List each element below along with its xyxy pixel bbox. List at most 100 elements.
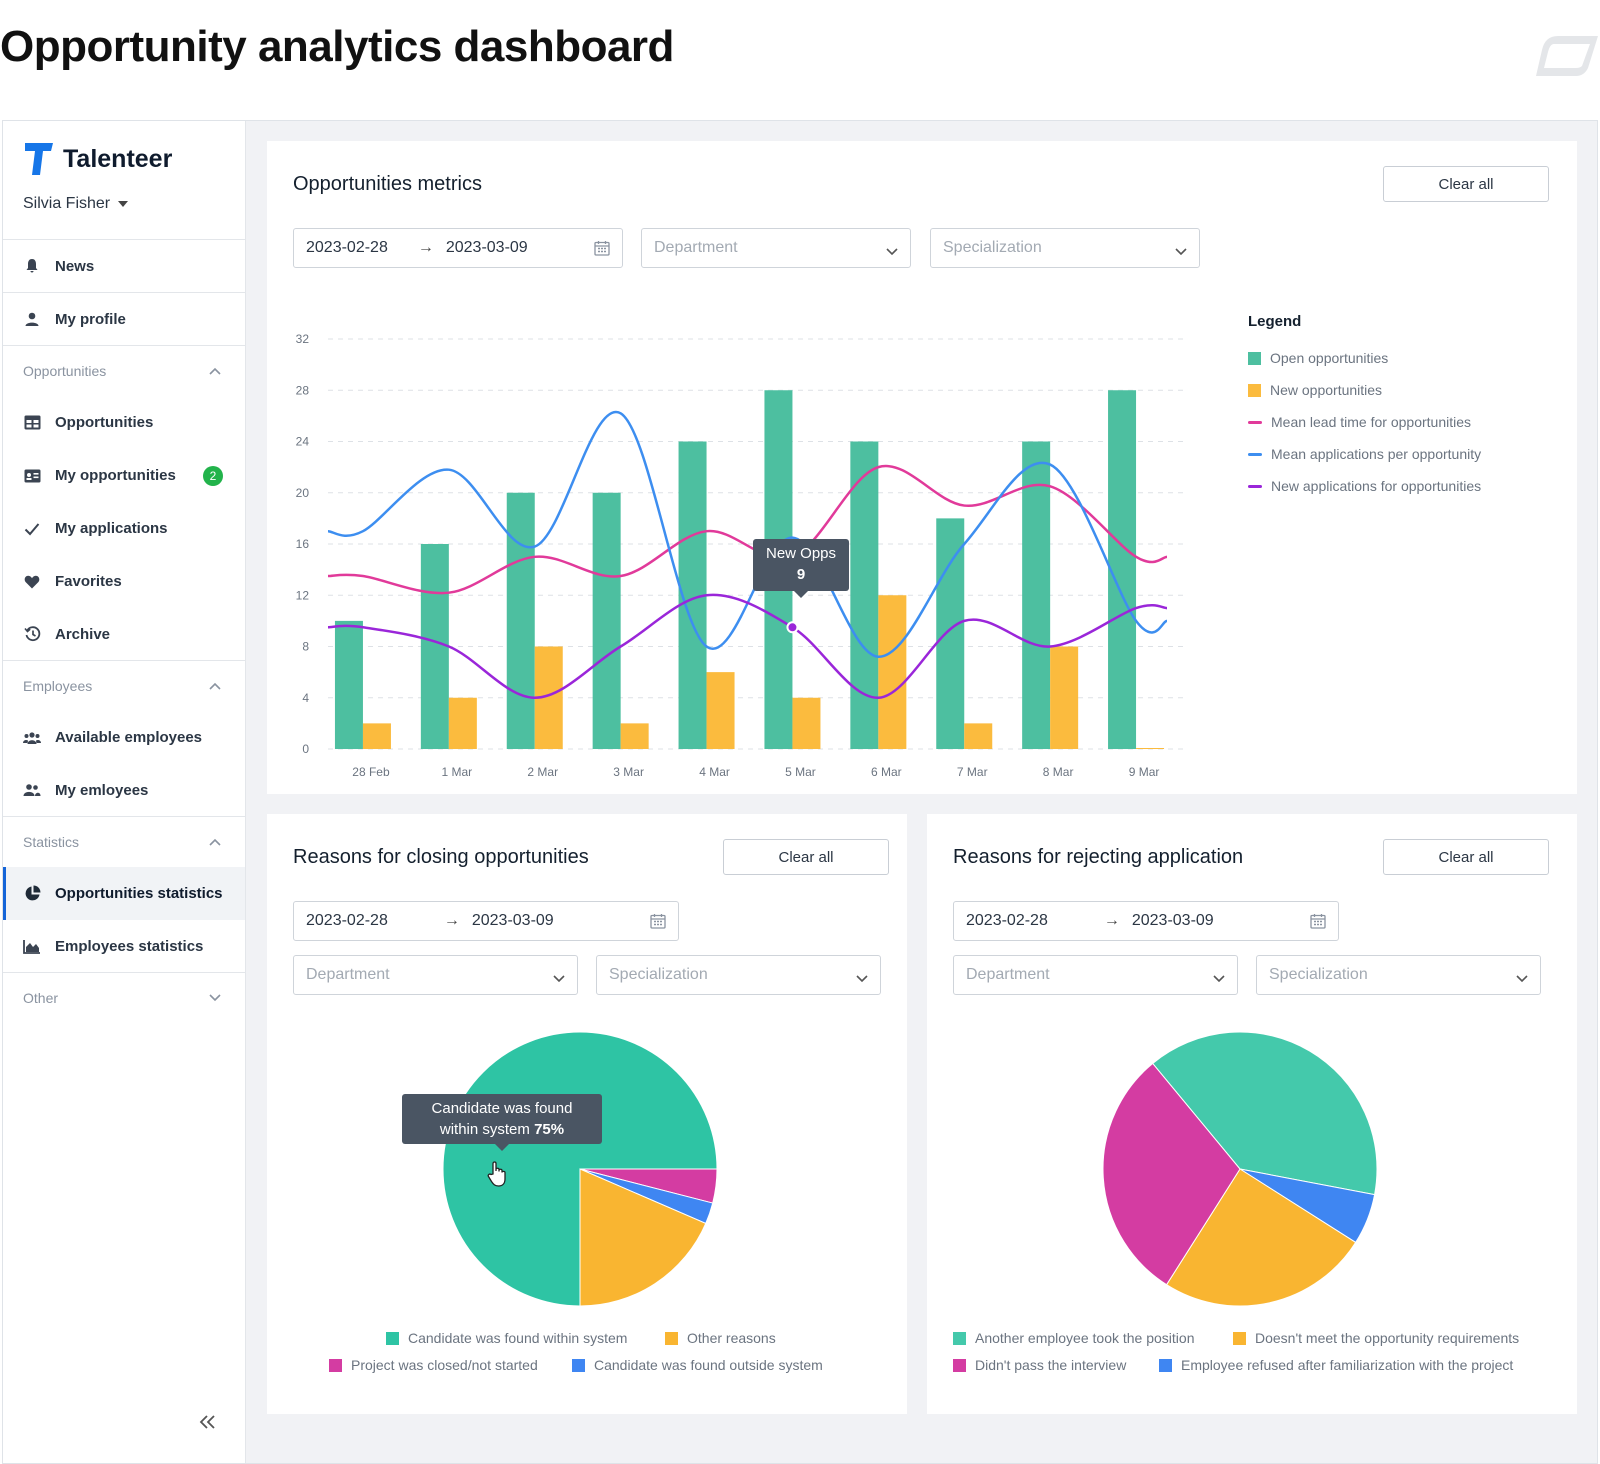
legend-swatch [1159, 1358, 1172, 1372]
sidebar-item-label: Opportunities [55, 414, 154, 431]
bar [420, 544, 449, 749]
sidebar-item-label: My profile [55, 310, 126, 328]
rejecting-title: Reasons for rejecting application [953, 846, 1244, 868]
closing-title: Reasons for closing opportunities [293, 846, 589, 868]
chevron-down-icon [1213, 970, 1225, 988]
sidebar-item-label: My applications [55, 520, 168, 537]
department-select[interactable]: Department [641, 228, 911, 268]
bar [964, 723, 993, 749]
y-tick-label: 8 [302, 640, 309, 654]
user-icon [23, 310, 41, 328]
bell-icon [23, 257, 41, 275]
legend-item: Didn't pass the interview [953, 1357, 1126, 1373]
y-tick-label: 28 [296, 383, 310, 397]
sidebar-item-employees-statistics[interactable]: Employees statistics [3, 920, 245, 973]
closing-pie-chart [442, 1031, 718, 1307]
sidebar-item-archive[interactable]: Archive [3, 608, 245, 661]
legend-item: Mean lead time for opportunities [1248, 414, 1471, 430]
legend-label: Mean lead time for opportunities [1271, 414, 1471, 430]
legend-label: Project was closed/not started [351, 1357, 538, 1373]
y-tick-label: 24 [296, 435, 310, 449]
nav-group-label: Other [23, 990, 59, 1006]
nav-group-employees[interactable]: Employees [3, 661, 245, 711]
sidebar-item-available-employees[interactable]: Available employees [3, 711, 245, 764]
id-card-icon [23, 467, 41, 485]
nav-group-statistics[interactable]: Statistics [3, 817, 245, 867]
date-range-picker[interactable]: 2023-02-28 → 2023-03-09 [953, 901, 1339, 941]
nav-group-label: Opportunities [23, 363, 107, 379]
sidebar-item-my-employees[interactable]: My emloyees [3, 764, 245, 817]
table-icon [23, 414, 41, 432]
legend-label: Candidate was found outside system [594, 1357, 823, 1373]
metrics-title: Opportunities metrics [293, 173, 482, 195]
clear-all-button[interactable]: Clear all [1383, 166, 1549, 202]
specialization-select[interactable]: Specialization [596, 955, 881, 995]
legend-item: Open opportunities [1248, 350, 1388, 366]
sidebar-item-my-profile[interactable]: My profile [3, 293, 245, 346]
specialization-select[interactable]: Specialization [930, 228, 1200, 268]
x-tick-label: 8 Mar [1043, 765, 1074, 779]
legend-swatch [1233, 1331, 1246, 1345]
tooltip-value: 9 [796, 566, 806, 583]
legend-swatch [1248, 484, 1262, 488]
specialization-placeholder: Specialization [943, 239, 1042, 256]
user-group-icon [23, 781, 41, 799]
date-from: 2023-02-28 [306, 239, 388, 256]
nav-group-label: Employees [23, 678, 93, 694]
specialization-select[interactable]: Specialization [1256, 955, 1541, 995]
collapse-sidebar-button[interactable] [199, 1409, 217, 1437]
chevron-down-icon [856, 970, 868, 988]
user-name: Silvia Fisher [23, 195, 111, 212]
department-placeholder: Department [966, 966, 1050, 983]
chevron-down-icon [1516, 970, 1528, 988]
bar [592, 492, 621, 749]
legend-swatch [953, 1331, 966, 1345]
legend-title: Legend [1248, 313, 1302, 330]
bar [1136, 748, 1165, 749]
bar [792, 697, 821, 749]
legend-label: Mean applications per opportunity [1271, 446, 1482, 462]
date-to: 2023-03-09 [1131, 912, 1214, 929]
sidebar-item-opportunities-statistics[interactable]: Opportunities statistics [3, 867, 245, 920]
sidebar-item-favorites[interactable]: Favorites [3, 555, 245, 608]
legend-swatch [1248, 351, 1261, 365]
nav-group-other[interactable]: Other [3, 973, 245, 1023]
department-select[interactable]: Department [293, 955, 578, 995]
sidebar-item-my-opportunities[interactable]: My opportunities 2 [3, 449, 245, 502]
bar [1050, 646, 1079, 749]
legend-swatch [665, 1331, 678, 1345]
y-tick-label: 20 [296, 486, 310, 500]
legend-label: New opportunities [1270, 382, 1383, 398]
x-tick-label: 9 Mar [1129, 765, 1160, 779]
sidebar-item-my-applications[interactable]: My applications [3, 502, 245, 555]
clear-all-button[interactable]: Clear all [1383, 839, 1549, 875]
date-from: 2023-02-28 [966, 912, 1048, 929]
legend-item: Doesn't meet the opportunity requirement… [1233, 1330, 1519, 1346]
brand-logo[interactable]: Talenteer [23, 141, 172, 177]
x-tick-label: 28 Feb [352, 765, 390, 779]
date-from: 2023-02-28 [306, 912, 388, 929]
check-icon [23, 520, 41, 538]
sidebar-item-news[interactable]: News [3, 240, 245, 293]
bar [1022, 441, 1051, 749]
bar [362, 723, 391, 749]
date-range-picker[interactable]: 2023-02-28 → 2023-03-09 [293, 901, 679, 941]
legend-label: Doesn't meet the opportunity requirement… [1255, 1330, 1520, 1346]
x-tick-label: 2 Mar [527, 765, 558, 779]
bar [506, 492, 535, 749]
legend-label: Other reasons [687, 1330, 776, 1346]
chevron-down-icon [209, 994, 221, 1002]
user-menu[interactable]: Silvia Fisher [23, 195, 129, 213]
metrics-card: Opportunities metrics Clear all 2023-02-… [267, 141, 1577, 794]
legend-label: Didn't pass the interview [975, 1357, 1127, 1373]
legend-item: Other reasons [665, 1330, 776, 1346]
department-placeholder: Department [654, 239, 738, 256]
clear-all-button[interactable]: Clear all [723, 839, 889, 875]
department-select[interactable]: Department [953, 955, 1238, 995]
nav-group-opportunities[interactable]: Opportunities [3, 346, 245, 396]
history-icon [23, 625, 41, 643]
y-tick-label: 16 [296, 537, 310, 551]
sidebar-item-opportunities[interactable]: Opportunities [3, 396, 245, 449]
date-range-picker[interactable]: 2023-02-28 → 2023-03-09 [293, 228, 623, 268]
sidebar-item-label: My emloyees [55, 781, 149, 799]
